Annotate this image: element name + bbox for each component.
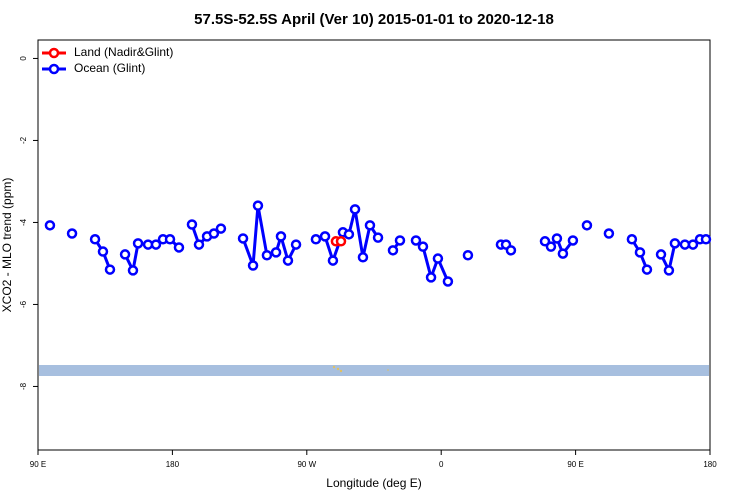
x-tick-label: 90 W [297, 460, 316, 469]
data-point [417, 241, 429, 252]
data-point [44, 220, 56, 231]
legend-label: Land (Nadir&Glint) [74, 45, 173, 59]
data-point [626, 234, 638, 245]
y-tick-label: -8 [19, 382, 28, 390]
data-point [97, 246, 109, 257]
y-tick-label: 0 [19, 56, 28, 61]
data-point [282, 255, 294, 266]
data-point [663, 265, 675, 276]
data-point [567, 235, 579, 246]
data-point [275, 231, 287, 242]
data-point [349, 204, 361, 215]
data-point [357, 252, 369, 263]
data-point [581, 220, 593, 231]
x-tick-label: 180 [703, 460, 717, 469]
plot-frame [37, 39, 711, 451]
data-point [442, 276, 454, 287]
data-point [432, 253, 444, 264]
y-tick-label: -4 [19, 218, 28, 226]
y-tick-label: -6 [19, 300, 28, 308]
x-axis-label: Longitude (deg E) [326, 476, 421, 490]
data-point [290, 239, 302, 250]
legend-marker [48, 63, 60, 75]
data-point [603, 228, 615, 239]
data-point [310, 234, 322, 245]
data-point [634, 247, 646, 258]
map-strip [39, 365, 709, 376]
y-axis-label: XCO2 - MLO trend (ppm) [0, 178, 14, 313]
data-point [132, 238, 144, 249]
data-point [252, 200, 264, 211]
data-point [655, 249, 667, 260]
data-point [505, 245, 517, 256]
data-point [247, 260, 259, 271]
data-point [425, 272, 437, 283]
data-point [127, 265, 139, 276]
data-point [410, 235, 422, 246]
data-point [641, 264, 653, 275]
chart-title: 57.5S-52.5S April (Ver 10) 2015-01-01 to… [194, 11, 554, 28]
data-point [679, 239, 691, 250]
data-point [104, 264, 116, 275]
data-point [462, 250, 474, 261]
legend-marker [48, 47, 60, 59]
data-point [237, 233, 249, 244]
data-point [327, 255, 339, 266]
data-point [261, 250, 273, 261]
data-point [545, 241, 557, 252]
data-point [186, 219, 198, 230]
data-point [364, 220, 376, 231]
data-point [215, 223, 227, 234]
data-point [551, 233, 563, 244]
data-point [173, 242, 185, 253]
legend-label: Ocean (Glint) [74, 61, 145, 75]
data-point [150, 239, 162, 250]
x-tick-label: 180 [166, 460, 180, 469]
data-point [164, 234, 176, 245]
data-point [372, 232, 384, 243]
data-point [669, 238, 681, 249]
data-point [687, 239, 699, 250]
y-tick-label: -2 [19, 136, 28, 144]
data-point [193, 239, 205, 250]
data-point [89, 234, 101, 245]
data-point [394, 235, 406, 246]
data-point [319, 231, 331, 242]
data-point [270, 247, 282, 258]
data-point [700, 234, 712, 245]
x-tick-label: 90 E [30, 460, 46, 469]
x-tick-label: 0 [439, 460, 444, 469]
data-point [335, 236, 347, 247]
data-point [557, 248, 569, 259]
x-tick-label: 90 E [567, 460, 583, 469]
data-point [66, 228, 78, 239]
data-point [119, 249, 131, 260]
data-point [208, 228, 220, 239]
data-point [343, 229, 355, 240]
data-point [387, 245, 399, 256]
